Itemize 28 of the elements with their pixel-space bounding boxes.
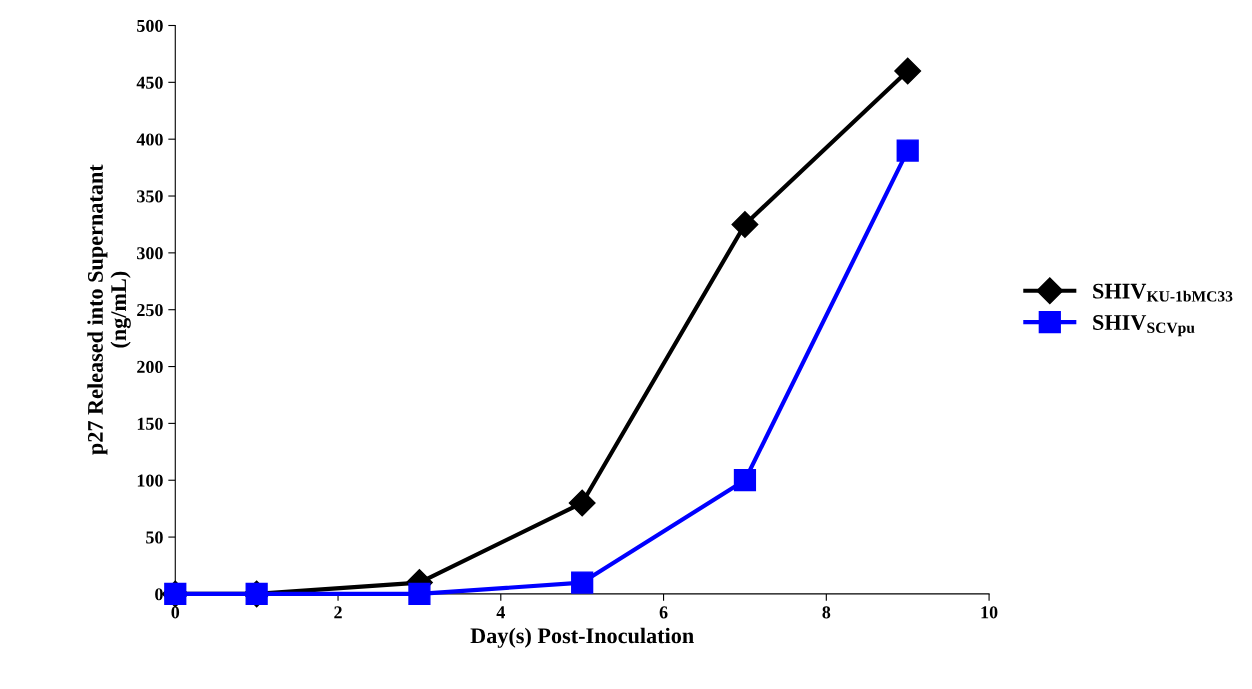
x-tick-label: 6	[659, 606, 668, 619]
point	[408, 582, 431, 606]
x-tick-label: 8	[822, 606, 831, 619]
legend-label: SHIV$_{SCVpu}$	[1093, 315, 1195, 337]
y-tick-label: 100	[137, 474, 163, 487]
y-tick-label: 350	[137, 190, 163, 203]
y-tick-label: 0	[155, 588, 163, 601]
y-tick-label: 400	[136, 133, 163, 146]
x-tick-label: 4	[496, 606, 505, 619]
point	[733, 469, 757, 492]
point	[571, 571, 594, 594]
y-tick-label: 50	[146, 531, 163, 544]
legend-label: SHIV$_{KU-1bMC33}$	[1093, 283, 1233, 302]
point	[731, 210, 759, 238]
x-tick-label: 10	[981, 606, 998, 619]
y-axis-title: p27 Released into Supernatant (ng/mL)	[87, 164, 131, 455]
y-tick-label: 500	[137, 19, 163, 32]
y-tick-label: 250	[137, 303, 163, 317]
point	[568, 489, 596, 517]
y-tick-label: 450	[136, 76, 163, 89]
point	[896, 139, 919, 162]
x-tick-label: 2	[334, 606, 342, 619]
y-tick-label: 200	[137, 360, 163, 373]
y-tick-label: 300	[137, 247, 163, 260]
point	[894, 57, 922, 85]
x-axis-title: Day(s) Post-Inoculation	[470, 627, 694, 648]
y-tick-label: 150	[137, 417, 163, 430]
x-tick-label: 0	[171, 606, 180, 619]
